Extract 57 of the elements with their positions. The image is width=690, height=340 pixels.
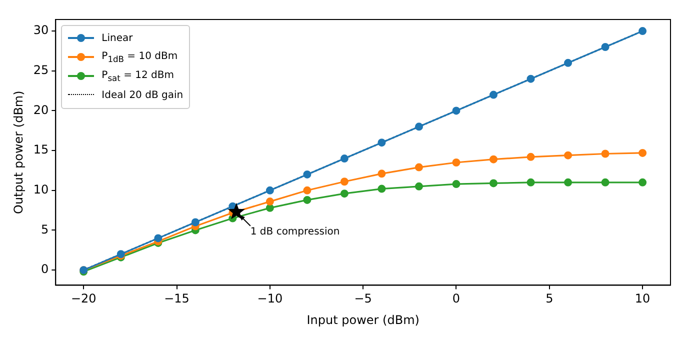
point — [340, 154, 348, 163]
legend-label: Linear — [102, 32, 133, 44]
point — [303, 170, 312, 178]
x-tick-label: 10 — [634, 292, 650, 306]
point — [564, 58, 572, 67]
legend-label: P$_{1dB}$ = 10 dBm — [102, 50, 178, 64]
point — [228, 202, 245, 220]
point — [340, 190, 348, 198]
point — [340, 178, 348, 186]
y-tick-label: 10 — [33, 182, 49, 197]
point — [378, 170, 386, 178]
point — [303, 186, 312, 194]
annotation: 1 dB compression — [250, 226, 340, 238]
point — [490, 179, 498, 188]
x-tick-label: −5 — [354, 292, 372, 306]
point — [303, 196, 312, 204]
point — [564, 178, 572, 186]
point — [414, 182, 423, 190]
point — [526, 74, 535, 83]
point — [266, 204, 274, 212]
point — [266, 198, 274, 206]
point — [378, 184, 386, 193]
point — [191, 218, 200, 226]
point — [452, 106, 460, 115]
y-axis-title: Output power (dBm) — [11, 90, 26, 214]
point — [154, 234, 162, 242]
point — [414, 163, 423, 172]
point — [638, 148, 647, 157]
point — [638, 178, 647, 186]
y-tick-label: 0 — [41, 262, 49, 276]
point — [452, 180, 460, 188]
point — [638, 27, 647, 36]
x-tick-label: −15 — [164, 292, 190, 306]
point — [526, 152, 535, 161]
point — [526, 178, 535, 186]
point — [452, 158, 460, 167]
x-tick-label: 0 — [452, 292, 460, 306]
y-tick-label: 25 — [33, 63, 49, 78]
point — [601, 178, 610, 186]
x-tick-label: 5 — [546, 292, 554, 306]
x-tick-label: −10 — [257, 292, 283, 306]
point — [266, 186, 274, 194]
y-tick-label: 15 — [33, 142, 49, 157]
x-axis-title: Input power (dBm) — [306, 312, 420, 327]
legend-label: Ideal 20 dB gain — [102, 90, 184, 100]
point — [414, 122, 423, 131]
point — [490, 155, 498, 164]
point — [490, 90, 498, 99]
y-tick-label: 20 — [33, 102, 49, 117]
y-tick-label: 5 — [41, 222, 49, 236]
y-tick-label: 30 — [33, 23, 49, 38]
point — [601, 42, 610, 51]
legend-label: P$_{sat}$ = 12 dBm — [102, 70, 174, 82]
point — [564, 151, 572, 160]
point — [378, 138, 386, 147]
x-tick-label: −20 — [70, 292, 96, 306]
point — [601, 150, 610, 158]
